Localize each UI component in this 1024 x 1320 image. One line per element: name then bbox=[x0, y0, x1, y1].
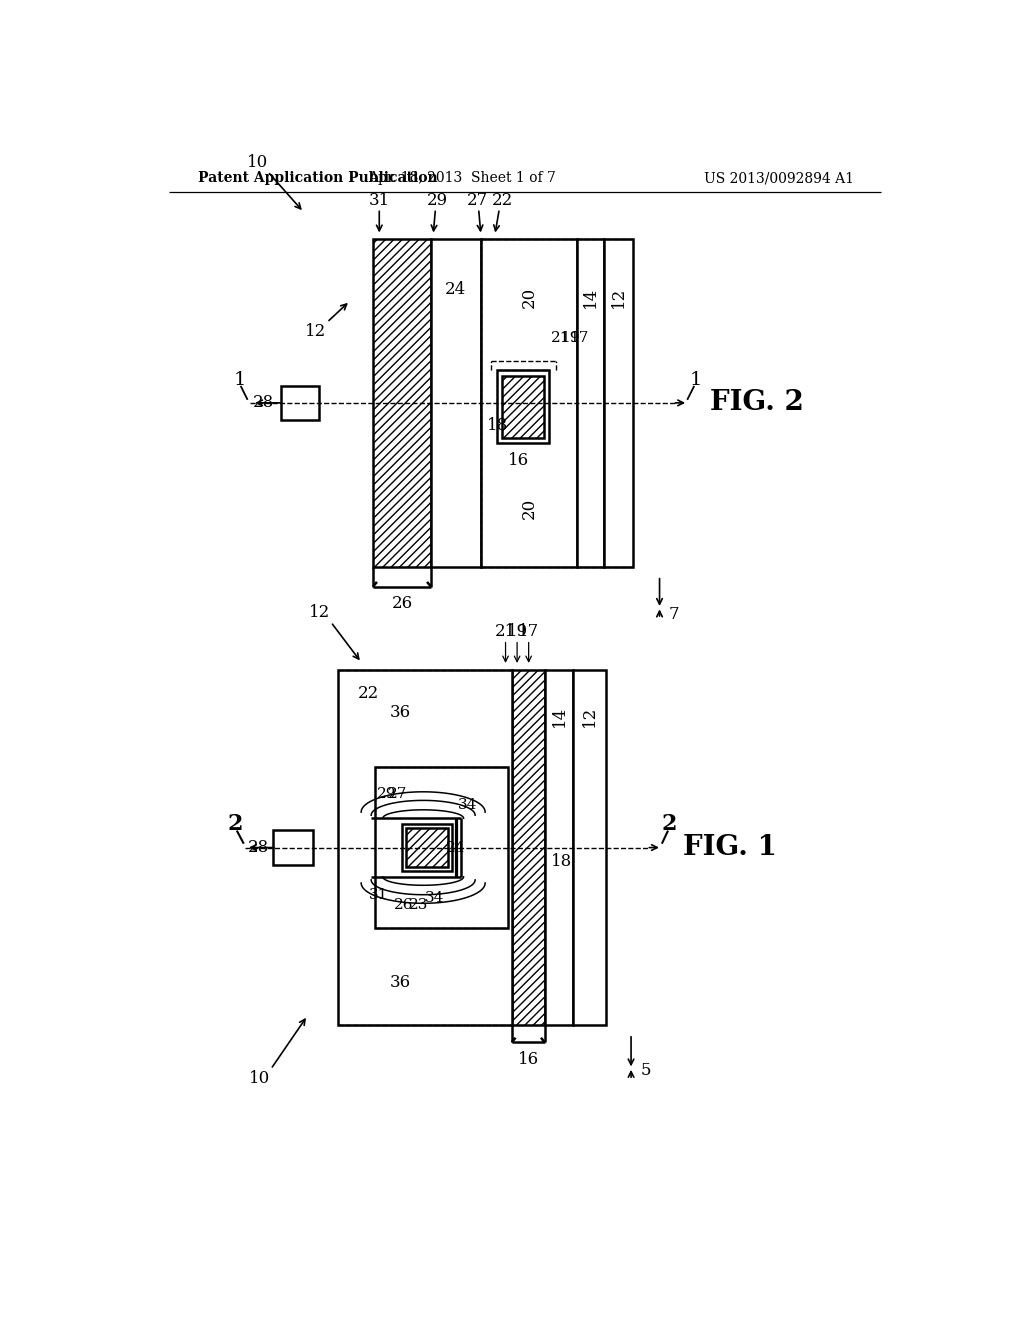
Text: 2: 2 bbox=[662, 813, 677, 836]
Text: 29: 29 bbox=[426, 193, 447, 210]
Text: 22: 22 bbox=[357, 685, 379, 702]
Bar bbox=[545, 671, 573, 1024]
Text: 21: 21 bbox=[495, 623, 516, 640]
Bar bbox=[481, 239, 578, 566]
Bar bbox=[406, 829, 449, 867]
Text: 27: 27 bbox=[388, 787, 408, 801]
Text: Patent Application Publication: Patent Application Publication bbox=[199, 172, 438, 185]
Text: 24: 24 bbox=[445, 841, 465, 854]
Text: 12: 12 bbox=[308, 605, 330, 622]
Text: 34: 34 bbox=[425, 891, 444, 904]
Text: 26: 26 bbox=[394, 899, 414, 912]
Text: 18: 18 bbox=[487, 417, 508, 434]
Text: 12: 12 bbox=[582, 706, 598, 727]
Bar bbox=[281, 385, 319, 420]
Text: 21: 21 bbox=[551, 331, 570, 345]
Bar bbox=[503, 376, 544, 438]
Text: 23: 23 bbox=[410, 899, 429, 912]
Text: 10: 10 bbox=[249, 1071, 270, 1088]
Bar bbox=[604, 239, 633, 566]
Text: 29: 29 bbox=[377, 787, 396, 801]
Text: 22: 22 bbox=[492, 193, 513, 210]
Text: 24: 24 bbox=[445, 281, 467, 298]
Bar bbox=[431, 239, 481, 566]
Text: FIG. 1: FIG. 1 bbox=[683, 834, 777, 861]
Text: FIG. 2: FIG. 2 bbox=[710, 389, 804, 416]
Bar bbox=[497, 370, 550, 444]
Text: 5: 5 bbox=[640, 1063, 651, 1080]
Text: 2: 2 bbox=[227, 813, 243, 836]
Text: 28: 28 bbox=[253, 395, 274, 412]
Text: 10: 10 bbox=[247, 153, 268, 170]
Text: 17: 17 bbox=[569, 331, 589, 345]
Bar bbox=[578, 239, 604, 566]
Bar bbox=[402, 825, 452, 871]
Text: 26: 26 bbox=[391, 595, 413, 612]
Bar bbox=[373, 239, 431, 566]
Text: 19: 19 bbox=[507, 623, 527, 640]
Bar bbox=[273, 830, 313, 866]
Text: Apr. 18, 2013  Sheet 1 of 7: Apr. 18, 2013 Sheet 1 of 7 bbox=[368, 172, 556, 185]
Text: 36: 36 bbox=[389, 705, 411, 721]
Text: 34: 34 bbox=[458, 799, 477, 812]
Text: 27: 27 bbox=[467, 193, 487, 210]
Bar bbox=[339, 671, 512, 1024]
Text: 28: 28 bbox=[248, 840, 269, 857]
Text: 14: 14 bbox=[582, 286, 599, 308]
Text: US 2013/0092894 A1: US 2013/0092894 A1 bbox=[705, 172, 854, 185]
Text: 1: 1 bbox=[233, 371, 246, 389]
Text: 1: 1 bbox=[689, 371, 701, 389]
Text: 18: 18 bbox=[551, 853, 572, 870]
Text: 20: 20 bbox=[520, 498, 538, 519]
Text: 16: 16 bbox=[508, 451, 529, 469]
Text: 12: 12 bbox=[305, 323, 326, 341]
Text: 16: 16 bbox=[518, 1051, 539, 1068]
Text: 31: 31 bbox=[370, 888, 388, 903]
Text: 7: 7 bbox=[669, 606, 679, 623]
Text: 14: 14 bbox=[551, 706, 567, 727]
Text: 20: 20 bbox=[520, 286, 538, 308]
Text: 31: 31 bbox=[369, 193, 390, 210]
Text: 19: 19 bbox=[560, 331, 580, 345]
Text: 12: 12 bbox=[610, 286, 627, 308]
Text: 36: 36 bbox=[389, 974, 411, 991]
Bar bbox=[512, 671, 545, 1024]
Bar bbox=[573, 671, 606, 1024]
Bar bbox=[375, 767, 508, 928]
Text: 17: 17 bbox=[518, 623, 540, 640]
